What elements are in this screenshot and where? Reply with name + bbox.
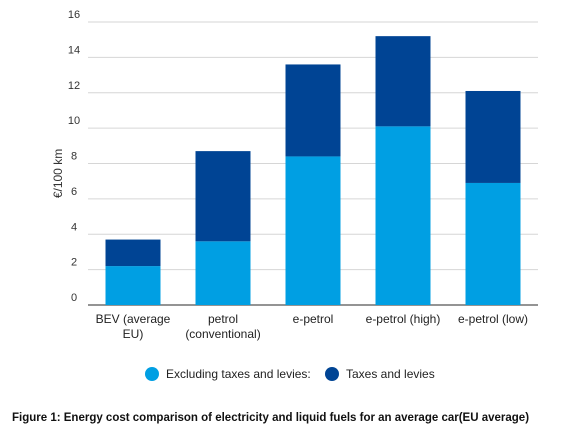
bar-segment-taxes (105, 239, 161, 267)
x-category-label: EU) (123, 327, 144, 341)
legend-swatch-taxes (325, 367, 339, 381)
bar-segment-excl-taxes (375, 126, 431, 305)
y-axis: 0 2 4 6 8 10 12 14 16 €/100 km (51, 9, 538, 306)
y-tick-label: 14 (68, 44, 80, 56)
y-tick-label: 16 (68, 9, 80, 21)
bar-segment-taxes (465, 90, 521, 183)
y-tick-label: 2 (71, 257, 77, 269)
x-category-label: petrol (208, 312, 238, 326)
bar-segment-excl-taxes (195, 241, 251, 305)
y-tick-label: 10 (68, 115, 80, 127)
x-category-label: e-petrol (293, 312, 334, 326)
y-tick-label: 8 (71, 151, 77, 163)
legend: Excluding taxes and levies: Taxes and lev… (145, 367, 435, 381)
x-category-label: e-petrol (high) (366, 312, 441, 326)
y-axis-title: €/100 km (51, 149, 65, 198)
bar-segment-excl-taxes (105, 266, 161, 305)
y-tick-label: 6 (71, 186, 77, 198)
y-tick-label: 0 (71, 292, 77, 304)
bar-segment-excl-taxes (465, 182, 521, 305)
bar-segment-taxes (375, 36, 431, 127)
x-category-label: BEV (average (96, 312, 171, 326)
legend-label: Taxes and levies (346, 367, 435, 381)
y-tick-label: 12 (68, 80, 80, 92)
bars (105, 36, 521, 305)
y-tick-label: 4 (71, 221, 77, 233)
bar-segment-taxes (195, 151, 251, 242)
bar-segment-excl-taxes (285, 156, 341, 305)
legend-label: Excluding taxes and levies: (166, 367, 311, 381)
legend-swatch-excl-taxes (145, 367, 159, 381)
x-category-label: (conventional) (185, 327, 260, 341)
bar-segment-taxes (285, 64, 341, 157)
x-category-label: e-petrol (low) (458, 312, 528, 326)
figure-caption: Figure 1: Energy cost comparison of elec… (12, 412, 530, 424)
